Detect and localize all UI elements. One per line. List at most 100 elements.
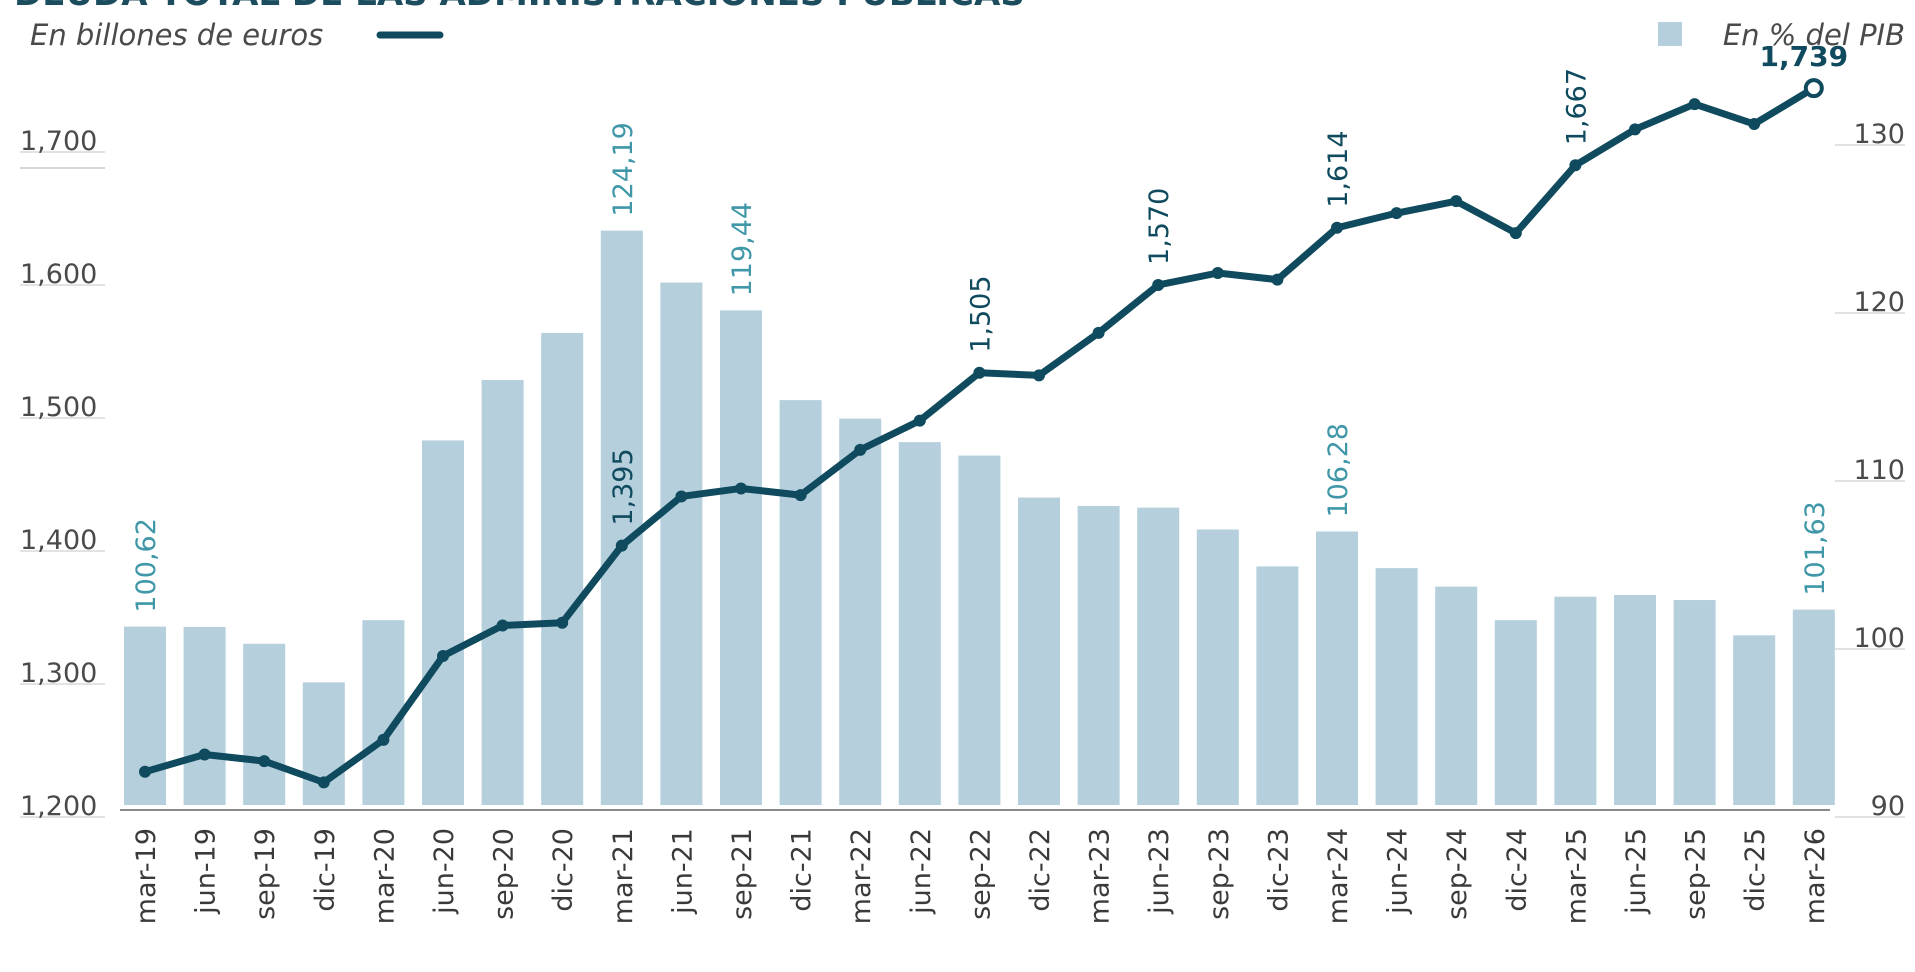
y-right-tick: 110 [1853, 455, 1905, 486]
x-tick-sep-22: sep-22 [965, 828, 996, 920]
bar-jun-21 [660, 282, 703, 805]
line-value-label: 1,667 [1561, 68, 1592, 145]
bar-jun-23 [1137, 507, 1180, 805]
line-point-jun-22 [913, 414, 926, 427]
y-right-tick: 120 [1853, 287, 1905, 318]
bar-jun-19 [183, 626, 226, 805]
x-tick-mar-24: mar-24 [1323, 828, 1354, 924]
x-tick-jun-21: jun-21 [667, 828, 698, 915]
y-left-tick: 1,400 [20, 525, 97, 556]
line-value-label: 1,505 [965, 275, 996, 352]
bar-mar-21 [600, 230, 643, 805]
line-point-dic-21 [794, 489, 807, 502]
x-tick-mar-20: mar-20 [369, 828, 400, 924]
x-tick-dic-23: dic-23 [1263, 828, 1294, 912]
x-tick-mar-21: mar-21 [608, 828, 639, 924]
bar-sep-21 [720, 310, 762, 805]
x-tick-jun-19: jun-19 [191, 828, 222, 915]
x-tick-dic-22: dic-22 [1025, 828, 1056, 912]
bar-dic-25 [1733, 635, 1776, 805]
x-tick-jun-20: jun-20 [429, 828, 460, 915]
bar-sep-23 [1196, 529, 1239, 805]
line-point-mar-22 [854, 443, 867, 456]
y-left-tick: 1,300 [20, 658, 97, 689]
legend-line-label: En billones de euros [30, 18, 323, 52]
line-point-mar-23 [1092, 326, 1105, 339]
x-tick-mar-25: mar-25 [1561, 828, 1592, 924]
line-point-dic-23 [1271, 273, 1284, 286]
line-point-jun-25 [1629, 123, 1641, 136]
x-tick-dic-21: dic-21 [787, 828, 818, 912]
bar-dic-24 [1494, 620, 1537, 805]
bar-dic-23 [1256, 566, 1299, 805]
legend-bar-swatch [1658, 22, 1682, 46]
bar-dic-21 [779, 400, 822, 805]
bar-sep-20 [481, 379, 524, 805]
axes: 1,200 1,300 1,400 1,500 1,600 1,700 90 100 110 12… [20, 119, 1905, 924]
bar-mar-23 [1077, 505, 1120, 805]
bar-value-label: 124,19 [608, 122, 639, 216]
x-tick-mar-19: mar-19 [131, 828, 162, 924]
y-left-tick: 1,600 [20, 259, 97, 290]
line-series [139, 78, 1824, 789]
y-right-tick: 130 [1853, 119, 1905, 150]
bar-sep-22 [958, 455, 1001, 805]
x-tick-mar-26: mar-26 [1800, 828, 1831, 924]
chart-title: DEUDA TOTAL DE LAS ADMINISTRACIONES PÚBL… [14, 0, 1025, 14]
legend-bar-label: En % del PIB [1723, 18, 1905, 52]
bar-jun-24 [1375, 568, 1418, 805]
bar-mar-26 [1792, 609, 1835, 805]
line-point-dic-22 [1033, 369, 1045, 382]
line-point-sep-21 [735, 482, 747, 495]
line-point-mar-19 [139, 765, 151, 778]
chart-title-text: DEUDA TOTAL DE LAS ADMINISTRACIONES PÚBL… [14, 0, 1025, 14]
line-point-jun-24 [1390, 207, 1403, 220]
bar-value-label: 106,28 [1323, 423, 1354, 517]
bar-value-label: 100,62 [131, 518, 162, 612]
bar-mar-25 [1554, 596, 1597, 805]
bar-sep-25 [1673, 600, 1716, 805]
x-tick-sep-23: sep-23 [1204, 828, 1235, 920]
line-value-label: 1,614 [1323, 130, 1354, 207]
x-tick-dic-20: dic-20 [548, 828, 579, 912]
line-point-sep-25 [1688, 98, 1701, 111]
line-point-sep-24 [1450, 195, 1463, 208]
x-tick-jun-22: jun-22 [906, 828, 937, 915]
line-point-sep-20 [496, 619, 509, 632]
bar-jun-25 [1614, 595, 1656, 805]
y-left-tick: 1,200 [20, 791, 97, 822]
line-point-sep-19 [258, 755, 271, 768]
x-tick-sep-24: sep-24 [1442, 828, 1473, 920]
bar-mar-24 [1316, 531, 1358, 805]
bar-sep-19 [243, 643, 286, 805]
bar-mar-20 [362, 620, 405, 805]
line-point-dic-19 [317, 776, 330, 789]
x-tick-dic-24: dic-24 [1502, 828, 1533, 912]
line-point-jun-23 [1152, 278, 1165, 291]
y-right-tick: 90 [1871, 791, 1905, 822]
line-point-sep-22 [973, 366, 986, 379]
bar-jun-22 [898, 442, 941, 805]
x-tick-sep-20: sep-20 [489, 828, 520, 920]
x-tick-jun-24: jun-24 [1383, 828, 1414, 915]
line-point-sep-23 [1211, 267, 1224, 279]
x-tick-sep-21: sep-21 [727, 828, 758, 920]
bar-sep-24 [1435, 586, 1478, 805]
line-point-mar-21 [615, 539, 628, 552]
line-point-mar-20 [377, 733, 390, 746]
data-labels: 100,62 124,19 119,44 106,28 101,63 1,395 1,505… [131, 40, 1848, 612]
line-point-dic-20 [556, 616, 569, 629]
line-value-label: 1,739 [1760, 40, 1849, 73]
bar-value-label: 101,63 [1800, 501, 1831, 595]
x-tick-dic-25: dic-25 [1740, 828, 1771, 912]
y-left-tick: 1,500 [20, 392, 97, 423]
bar-jun-20 [422, 440, 464, 805]
bar-value-label: 119,44 [727, 202, 758, 296]
x-tick-jun-25: jun-25 [1621, 828, 1652, 915]
line-point-jun-21 [675, 490, 688, 503]
legend: En billones de euros En % del PIB [30, 18, 1905, 52]
line-value-label: 1,570 [1144, 188, 1175, 265]
bar-mar-19 [124, 626, 166, 805]
line-point-mar-26 [1803, 78, 1824, 99]
